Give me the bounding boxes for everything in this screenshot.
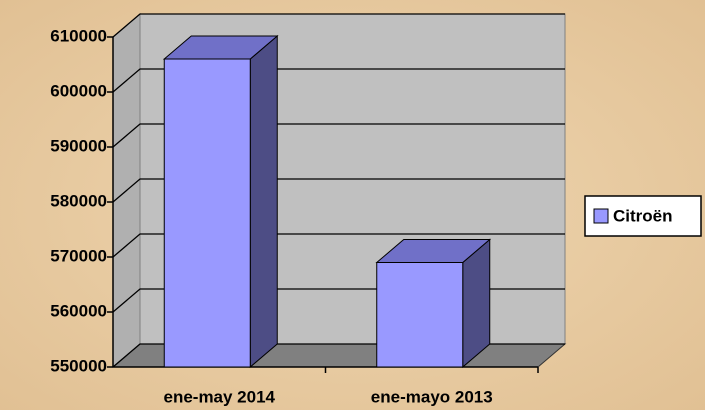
legend-label: Citroën <box>613 206 673 225</box>
grid-line <box>112 13 565 38</box>
bar <box>376 262 464 368</box>
grid-line <box>112 178 565 203</box>
y-tick-label: 550000 <box>50 356 107 375</box>
grid-line <box>112 123 565 148</box>
legend-swatch <box>593 208 609 224</box>
y-tick-label: 600000 <box>50 81 107 100</box>
y-tick-label: 560000 <box>50 301 107 320</box>
grid-line <box>112 233 565 258</box>
x-tick-label: ene-may 2014 <box>163 387 275 406</box>
y-tick-label: 590000 <box>50 136 107 155</box>
grid-line <box>112 68 565 93</box>
bar <box>163 58 251 368</box>
bar-side <box>249 34 278 369</box>
y-tick-label: 580000 <box>50 191 107 210</box>
x-tick-label: ene-mayo 2013 <box>371 387 493 406</box>
y-tick-label: 570000 <box>50 246 107 265</box>
y-tick-label: 610000 <box>50 26 107 45</box>
